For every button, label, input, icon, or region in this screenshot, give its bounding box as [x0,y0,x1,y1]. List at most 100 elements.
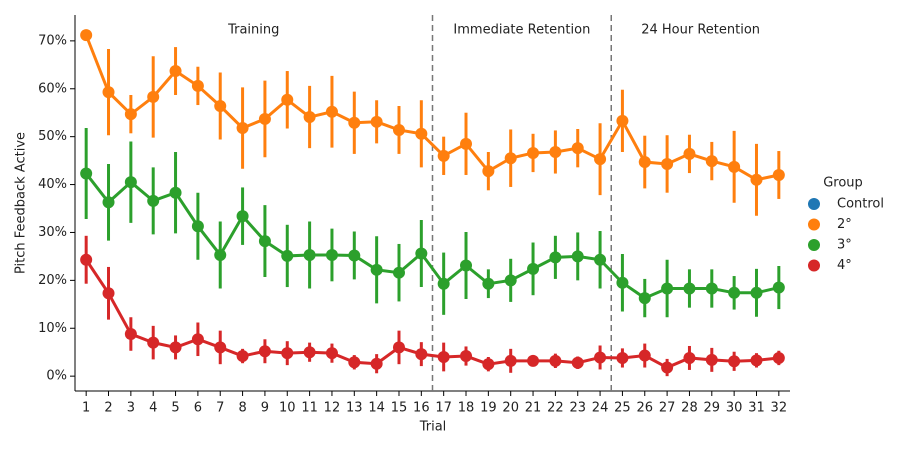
x-tick-label: 18 [458,401,475,416]
y-tick-label: 60% [38,81,67,96]
legend-title: Group [823,176,863,191]
point [370,115,383,128]
point [728,355,741,368]
point [147,336,160,349]
point [772,351,785,364]
x-tick-label: 16 [413,401,430,416]
point [169,65,182,78]
legend-marker [808,259,820,272]
y-tick-label: 30% [38,225,67,240]
point [236,210,249,223]
point [661,361,674,374]
y-tick-label: 70% [38,33,67,48]
x-tick-label: 21 [525,401,542,416]
y-axis-label: Pitch Feedback Active [14,132,29,274]
point [102,86,115,99]
point [415,348,428,361]
x-tick-label: 30 [726,401,743,416]
x-axis-label: Trial [419,420,447,435]
section-label: 24 Hour Retention [641,23,760,38]
point [214,100,227,113]
point [258,112,271,125]
point [482,277,495,290]
y-tick-label: 0% [46,369,67,384]
point [571,356,584,369]
point [348,356,361,369]
point [750,173,763,186]
legend-label: 3° [837,238,852,253]
point [281,249,294,262]
point [80,29,93,42]
point [683,351,696,364]
point [638,156,651,169]
point [728,286,741,299]
point [772,281,785,294]
point [169,186,182,199]
point [303,346,316,359]
point [214,248,227,261]
point [214,341,227,354]
point [415,247,428,260]
point [437,350,450,363]
x-tick-label: 24 [592,401,609,416]
point [705,282,718,295]
point [169,341,182,354]
point [482,165,495,178]
x-tick-label: 11 [301,401,318,416]
point [504,274,517,287]
point [460,350,473,363]
legend-label: Control [837,197,884,212]
point [258,235,271,248]
x-tick-label: 6 [194,401,202,416]
legend-label: 4° [837,258,852,273]
point [147,90,160,103]
point [191,79,204,92]
point [236,122,249,135]
legend-marker [808,239,820,251]
point [616,351,629,364]
y-tick-label: 40% [38,177,67,192]
point [325,248,338,261]
point [549,354,562,367]
x-tick-label: 32 [771,401,788,416]
point [102,287,115,300]
section-label: Immediate Retention [453,23,590,38]
point [303,248,316,261]
x-tick-label: 28 [681,401,698,416]
point [147,194,160,207]
x-tick-label: 13 [346,401,363,416]
point [750,286,763,299]
x-tick-label: 23 [569,401,586,416]
x-tick-label: 10 [279,401,296,416]
section-label: Training [227,23,279,38]
x-tick-label: 26 [636,401,653,416]
point [549,251,562,264]
point [594,153,607,166]
point [348,116,361,129]
x-tick-label: 29 [704,401,721,416]
point [124,176,137,189]
legend-marker [808,198,820,210]
point [370,357,383,370]
legend-marker [808,218,820,231]
point [325,347,338,360]
point [482,358,495,371]
point [281,347,294,360]
point [527,146,540,159]
point [661,157,674,170]
x-tick-label: 1 [82,401,90,416]
x-tick-label: 15 [391,401,408,416]
y-tick-label: 10% [38,321,67,336]
point [392,123,405,136]
x-tick-label: 22 [547,401,564,416]
point [191,333,204,346]
point [392,266,405,279]
point [616,114,629,127]
point [415,127,428,140]
point [258,345,271,358]
point [638,292,651,305]
point [281,93,294,106]
x-tick-label: 7 [216,401,224,416]
x-tick-label: 12 [324,401,341,416]
x-tick-label: 27 [659,401,676,416]
